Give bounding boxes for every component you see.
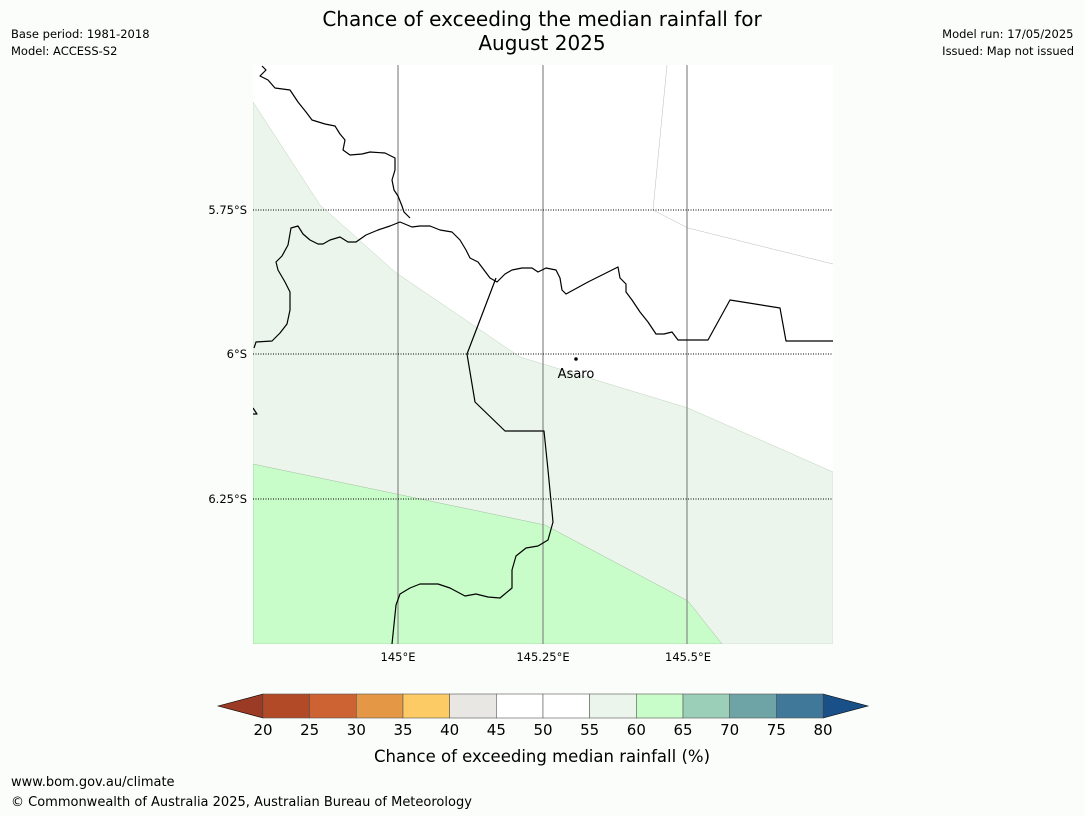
colorbar-tick-55: 55 (580, 721, 599, 739)
town-marker-asaro (574, 357, 578, 361)
footer-copyright: © Commonwealth of Australia 2025, Austra… (11, 795, 472, 810)
colorbar-tick-75: 75 (767, 721, 786, 739)
colorbar-segment-25-30 (309, 693, 357, 719)
metadata-right: Model run: 17/05/2025 Issued: Map not is… (942, 26, 1074, 60)
colorbar-segment-75-80 (776, 693, 824, 719)
title-line-1: Chance of exceeding the median rainfall … (322, 7, 762, 31)
boundary-south (391, 277, 554, 644)
colorbar-tick-35: 35 (393, 721, 412, 739)
colorbar-tick-70: 70 (720, 721, 739, 739)
colorbar-tick-50: 50 (533, 721, 552, 739)
boundary-north (259, 65, 411, 219)
boundary-west-stub (253, 407, 258, 415)
zone-60-65 (253, 463, 723, 644)
colorbar-over-arrow (822, 693, 870, 719)
colorbar-ticks: 20 25 30 35 40 45 50 55 60 65 70 75 80 (253, 721, 832, 739)
colorbar-tick-25: 25 (300, 721, 319, 739)
footer-url: www.bom.gov.au/climate (11, 775, 175, 790)
lon-label-145: 145°E (381, 650, 416, 664)
boundary-central (253, 221, 833, 349)
colorbar-label: Chance of exceeding median rainfall (%) (374, 747, 710, 766)
map-panel: Asaro (253, 65, 833, 644)
colorbar-tick-30: 30 (347, 721, 366, 739)
metadata-left: Base period: 1981-2018 Model: ACCESS-S2 (11, 26, 150, 60)
colorbar-tick-60: 60 (627, 721, 646, 739)
colorbar-segment-60-65 (636, 693, 684, 719)
colorbar-segments (262, 693, 824, 719)
base-period-text: Base period: 1981-2018 (11, 27, 150, 41)
colorbar-tick-65: 65 (673, 721, 692, 739)
colorbar-tick-20: 20 (253, 721, 272, 739)
colorbar-segment-45-50 (496, 693, 544, 719)
colorbar-segment-40-45 (449, 693, 497, 719)
lat-label-5-75: 5.75°S (208, 203, 247, 217)
lon-label-145-25: 145.25°E (516, 650, 569, 664)
colorbar-segment-70-75 (729, 693, 777, 719)
colorbar-tick-80: 80 (813, 721, 832, 739)
colorbar-segment-30-35 (356, 693, 404, 719)
colorbar-tick-45: 45 (487, 721, 506, 739)
colorbar-segment-20-25 (262, 693, 310, 719)
colorbar-tick-40: 40 (440, 721, 459, 739)
colorbar: 20 25 30 35 40 45 50 55 60 65 70 75 80 Chance of exc… (216, 693, 870, 766)
province-boundaries (253, 65, 833, 644)
colorbar-segment-55-60 (589, 693, 637, 719)
town-label-asaro: Asaro (558, 367, 595, 382)
colorbar-under-arrow (216, 693, 264, 719)
model-text: Model: ACCESS-S2 (11, 44, 118, 58)
lat-label-6: 6°S (227, 347, 247, 361)
lat-label-6-25: 6.25°S (208, 492, 247, 506)
colorbar-segment-35-40 (402, 693, 450, 719)
lon-label-145-5: 145.5°E (665, 650, 711, 664)
model-run-text: Model run: 17/05/2025 (942, 27, 1074, 41)
faint-boundary (652, 65, 833, 265)
colorbar-segment-50-55 (542, 693, 590, 719)
issued-text: Issued: Map not issued (942, 44, 1074, 58)
map-title: Chance of exceeding the median rainfall … (242, 7, 842, 55)
title-line-2: August 2025 (478, 31, 606, 55)
colorbar-segment-65-70 (682, 693, 730, 719)
